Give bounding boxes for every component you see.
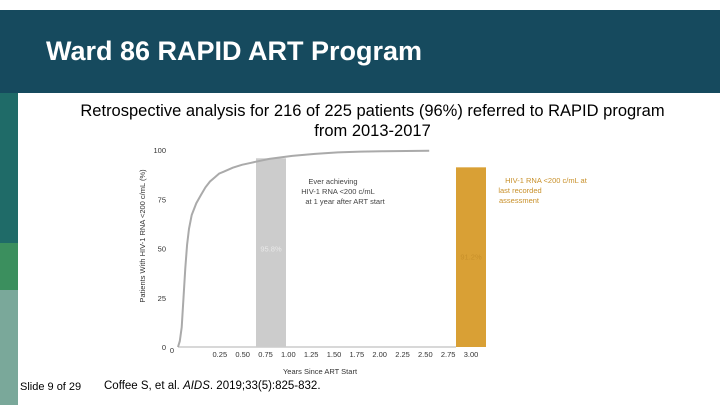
bar-last-assessment [456,167,486,347]
side-strip-light [0,290,18,405]
x-axis-ticks: 0 0.25 0.50 0.75 1.00 1.25 1.50 1.75 2.00 2.25 2.5… [170,346,478,359]
x-tick-label: 1.50 [327,350,342,359]
suppression-curve [177,149,430,348]
y-tick-label: 25 [158,294,166,303]
x-axis-label: Years Since ART Start [283,367,358,376]
bar-ever-suppressed [256,158,286,347]
top-band [0,0,720,10]
annotation-grey-line-2: HIV-1 RNA <200 c/mL [301,187,375,196]
x-tick-label: 2.75 [441,350,456,359]
x-tick-label: 1.75 [350,350,365,359]
slide-number: Slide 9 of 29 [20,381,82,393]
bar-label-last-assessment: 91.2% [460,252,482,261]
x-tick-label: 3.00 [464,350,479,359]
y-tick-label: 0 [162,343,166,352]
annotation-gold-line-3: assessment [499,196,540,205]
y-tick-label: 75 [158,195,166,204]
title-bar [0,10,720,93]
slide-subtitle: Retrospective analysis for 216 of 225 pa… [80,102,665,140]
x-tick-label: 1.25 [304,350,319,359]
citation-suffix: . 2019;33(5):825-832. [209,380,321,392]
x-tick-label: 2.50 [418,350,433,359]
annotation-grey-line-1: Ever achieving [308,177,357,186]
x-tick-label: 1.00 [281,350,296,359]
x-tick-label: 0 [170,346,174,355]
citation: Coffee S, et al. AIDS. 2019;33(5):825-83… [104,380,321,392]
x-tick-label: 0.25 [213,350,228,359]
side-strip-dark [0,93,18,243]
y-axis-ticks: 0 25 50 75 100 [153,146,166,352]
x-tick-label: 2.00 [372,350,387,359]
x-tick-label: 0.75 [258,350,273,359]
annotation-grey-line-3: at 1 year after ART start [305,197,385,206]
x-tick-label: 2.25 [395,350,410,359]
y-tick-label: 100 [153,146,166,155]
bar-label-ever-suppressed: 95.8% [260,245,282,254]
y-axis-label: Patients With HIV-1 RNA <200 c/mL (%) [138,169,147,303]
y-tick-label: 50 [158,245,166,254]
slide-title: Ward 86 RAPID ART Program [46,36,423,66]
annotation-gold-line-1: HIV-1 RNA <200 c/mL at [505,176,588,185]
x-tick-label: 0.50 [235,350,250,359]
citation-prefix: Coffee S, et al. [104,380,184,392]
side-strip-green [0,243,18,290]
citation-journal: AIDS [183,380,210,392]
annotation-gold-line-2: last recorded [498,186,541,195]
